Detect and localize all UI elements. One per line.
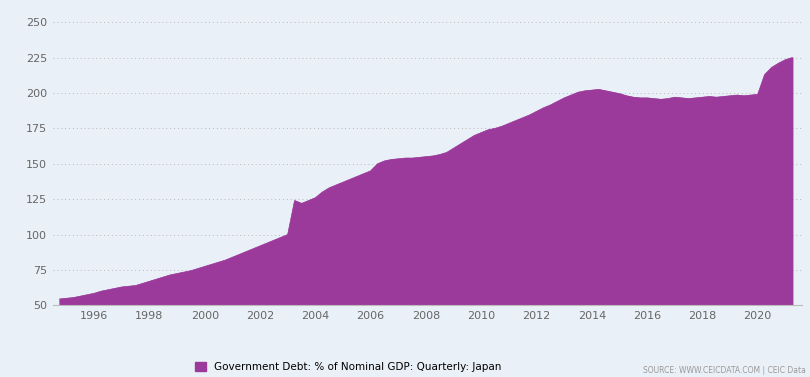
Text: SOURCE: WWW.CEICDATA.COM | CEIC Data: SOURCE: WWW.CEICDATA.COM | CEIC Data <box>643 366 806 375</box>
Legend: Government Debt: % of Nominal GDP: Quarterly: Japan: Government Debt: % of Nominal GDP: Quart… <box>195 362 501 372</box>
